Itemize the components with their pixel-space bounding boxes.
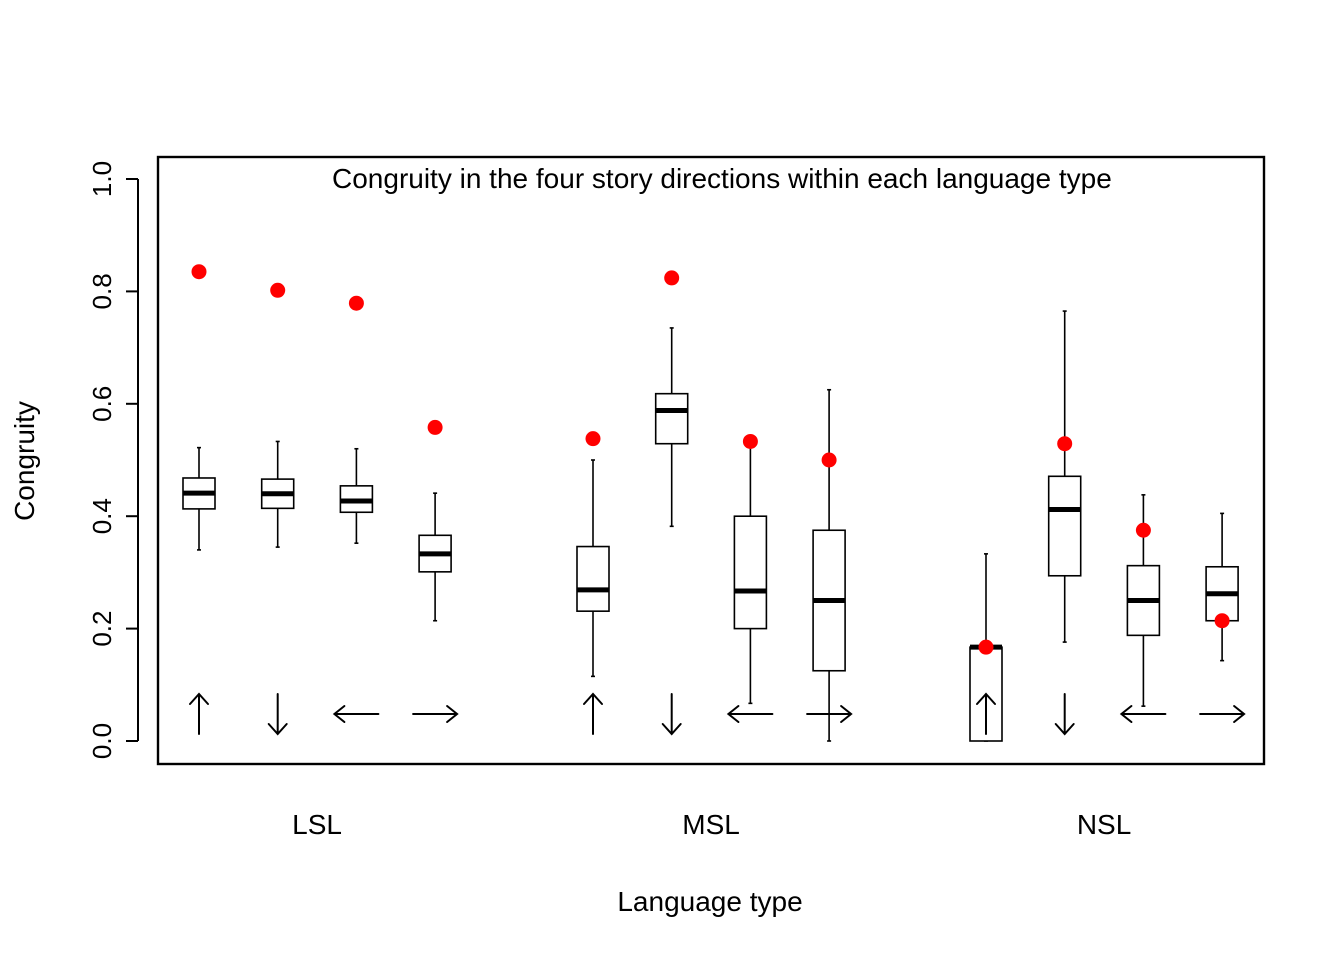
observed-point [585, 431, 601, 447]
box-msl-down [654, 327, 689, 528]
y-tick-label: 1.0 [87, 161, 117, 197]
direction-arrow-right [1199, 705, 1246, 723]
observed-points-layer [191, 264, 1230, 655]
iqr-box [576, 545, 610, 612]
direction-arrow-left [332, 705, 380, 723]
direction-arrow-up [976, 692, 996, 735]
direction-arrow-right [412, 705, 459, 723]
y-axis: 0.0 0.2 0.4 0.6 0.8 1.0 [87, 161, 139, 759]
x-group-label: NSL [1077, 809, 1131, 840]
iqr-box [733, 515, 768, 630]
iqr-box [654, 392, 689, 445]
y-tick-label: 0.6 [87, 386, 117, 422]
observed-point [742, 433, 758, 449]
y-tick-label: 0.4 [87, 498, 117, 534]
boxes-layer [182, 310, 1239, 742]
y-axis-label: Congruity [9, 401, 40, 521]
box-msl-left [733, 440, 768, 705]
observed-point [270, 282, 286, 298]
direction-arrow-up [189, 692, 209, 735]
box-lsl-left [339, 447, 374, 544]
box-nsl-right [1205, 512, 1239, 662]
direction-arrow-down [661, 693, 682, 736]
direction-arrow-right [806, 705, 853, 723]
y-tick-label: 0.8 [87, 273, 117, 309]
box-nsl-down [1047, 310, 1082, 643]
x-group-label: MSL [682, 809, 740, 840]
observed-point [191, 264, 207, 280]
direction-arrow-down [1054, 693, 1075, 736]
observed-point [348, 295, 364, 311]
plot-frame [156, 155, 1266, 766]
direction-arrow-up [583, 692, 603, 735]
observed-point [821, 452, 837, 468]
y-tick-label: 0.2 [87, 611, 117, 647]
observed-point [1214, 613, 1230, 629]
box-msl-right [812, 388, 846, 742]
box-msl-up [576, 459, 610, 678]
box-lsl-up [182, 446, 216, 551]
x-group-labels: LSL MSL NSL [292, 809, 1131, 840]
observed-point [664, 270, 680, 286]
direction-arrows-layer [189, 692, 1246, 736]
observed-point [978, 639, 994, 655]
observed-point [1057, 436, 1073, 452]
y-tick-label: 0.0 [87, 723, 117, 759]
box-lsl-down [260, 440, 295, 548]
x-axis-label: Language type [617, 886, 802, 917]
chart-title: Congruity in the four story directions w… [332, 163, 1112, 194]
box-nsl-left [1126, 494, 1161, 707]
observed-point [427, 419, 443, 435]
iqr-box [1047, 475, 1082, 577]
direction-arrow-down [267, 693, 288, 736]
box-lsl-right [418, 492, 452, 622]
direction-arrow-left [1119, 705, 1167, 723]
direction-arrow-left [726, 705, 774, 723]
x-group-label: LSL [292, 809, 342, 840]
observed-point [1135, 522, 1151, 538]
